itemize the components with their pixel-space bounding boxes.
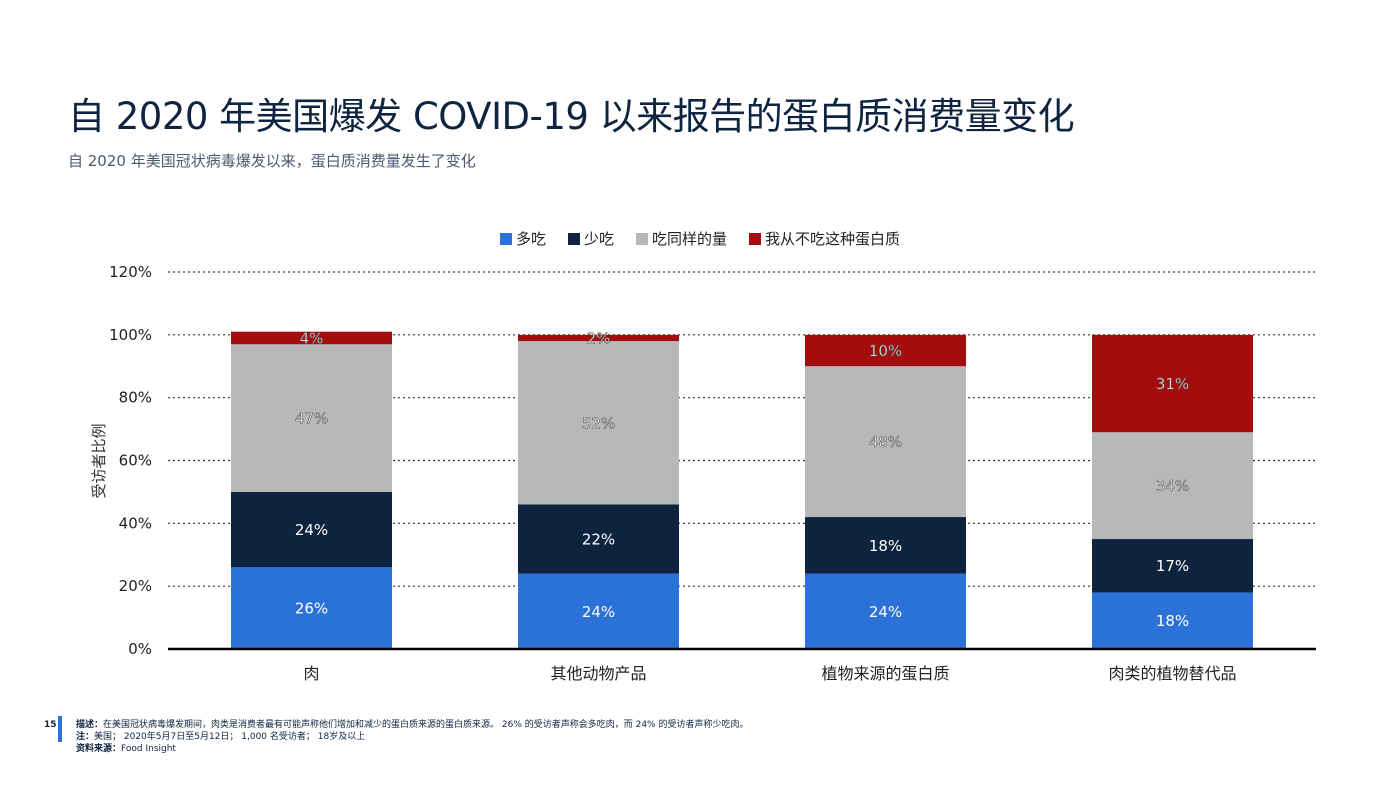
- bar-segment: [805, 573, 966, 649]
- data-label: 31%: [1156, 375, 1189, 393]
- data-label: 47%: [295, 410, 328, 428]
- bar-segment: [231, 331, 392, 345]
- y-tick-label: 100%: [109, 326, 152, 344]
- footer-accent-bar: [58, 716, 62, 742]
- legend-item-same: 吃同样的量: [636, 228, 727, 249]
- bar-segment: [1092, 539, 1253, 593]
- bar-segment: [231, 491, 392, 568]
- data-label: 22%: [582, 531, 615, 549]
- data-label: 24%: [582, 603, 615, 621]
- chart-legend: 多吃 少吃 吃同样的量 我从不吃这种蛋白质: [0, 228, 1400, 249]
- y-tick-label: 80%: [119, 389, 152, 407]
- footer-source: 资料来源：Food Insight: [76, 743, 748, 755]
- legend-swatch-less: [567, 232, 580, 245]
- legend-label-never: 我从不吃这种蛋白质: [765, 230, 901, 248]
- bar-segment: [805, 366, 966, 518]
- legend-item-never: 我从不吃这种蛋白质: [749, 228, 900, 249]
- bar-segment: [805, 517, 966, 574]
- legend-label-more: 多吃: [515, 230, 546, 248]
- data-label: 18%: [1156, 612, 1189, 630]
- legend-swatch-same: [636, 232, 648, 245]
- footer-note-label: 注：: [76, 732, 95, 742]
- data-label: 10%: [869, 342, 902, 360]
- data-label: 2%: [587, 329, 611, 347]
- data-label: 17%: [1156, 557, 1189, 575]
- legend-swatch-more: [499, 232, 512, 245]
- footer-source-label: 资料来源：: [76, 744, 122, 754]
- bar-segment: [518, 334, 679, 342]
- data-label: 34%: [1156, 477, 1189, 495]
- footer-description-text: 在美国冠状病毒爆发期间，肉类是消费者最有可能声称他们增加和减少的蛋白质来源的蛋白…: [103, 720, 749, 730]
- footer-source-text: Food Insight: [121, 744, 176, 754]
- bar-segment: [518, 504, 679, 574]
- page-number: 15: [44, 720, 57, 730]
- y-axis-label: 受访者比例: [90, 423, 108, 498]
- data-label: 52%: [582, 414, 615, 432]
- data-label: 48%: [869, 433, 902, 451]
- page-subtitle: 自 2020 年美国冠状病毒爆发以来，蛋白质消费量发生了变化: [68, 152, 476, 170]
- legend-item-less: 少吃: [567, 228, 614, 249]
- data-label: 24%: [295, 521, 328, 539]
- footer-description: 描述：在美国冠状病毒爆发期间，肉类是消费者最有可能声称他们增加和减少的蛋白质来源…: [76, 719, 748, 731]
- bar-segment: [1092, 432, 1253, 540]
- y-tick-label: 20%: [119, 577, 152, 595]
- y-tick-label: 0%: [128, 640, 152, 658]
- legend-item-more: 多吃: [499, 228, 546, 249]
- legend-label-less: 少吃: [583, 230, 614, 248]
- x-category-label: 肉: [303, 664, 319, 683]
- y-tick-label: 40%: [119, 514, 152, 532]
- bar-segment: [518, 573, 679, 649]
- y-tick-label: 60%: [119, 452, 152, 470]
- page-title: 自 2020 年美国爆发 COVID-19 以来报告的蛋白质消费量变化: [68, 95, 1075, 138]
- x-category-label: 其他动物产品: [550, 664, 646, 683]
- bar-segment: [1092, 592, 1253, 649]
- data-label: 18%: [869, 537, 902, 555]
- footer-note: 注：美国； 2020年5月7日至5月12日； 1,000 名受访者； 18岁及以…: [76, 731, 748, 743]
- legend-swatch-never: [749, 232, 762, 245]
- footer-notes: 描述：在美国冠状病毒爆发期间，肉类是消费者最有可能声称他们增加和减少的蛋白质来源…: [76, 719, 748, 755]
- bar-segment: [1092, 334, 1253, 433]
- bar-segment: [518, 341, 679, 505]
- bar-segment: [231, 567, 392, 649]
- bar-segment: [805, 334, 966, 367]
- legend-label-same: 吃同样的量: [652, 230, 728, 248]
- x-category-label: 植物来源的蛋白质: [821, 664, 949, 683]
- footer-note-text: 美国； 2020年5月7日至5月12日； 1,000 名受访者； 18岁及以上: [94, 732, 366, 742]
- data-label: 4%: [300, 329, 324, 347]
- stacked-bar-chart: 0% 20% 40% 60% 80% 100% 120% 受访者比例 26% 24% 47% 4% 肉 2…: [90, 263, 1316, 683]
- bar-segment: [231, 344, 392, 492]
- data-label: 24%: [869, 603, 902, 621]
- footer-description-label: 描述：: [76, 720, 104, 730]
- data-label: 26%: [295, 600, 328, 618]
- y-tick-label: 120%: [109, 263, 152, 281]
- x-category-label: 肉类的植物替代品: [1108, 664, 1236, 683]
